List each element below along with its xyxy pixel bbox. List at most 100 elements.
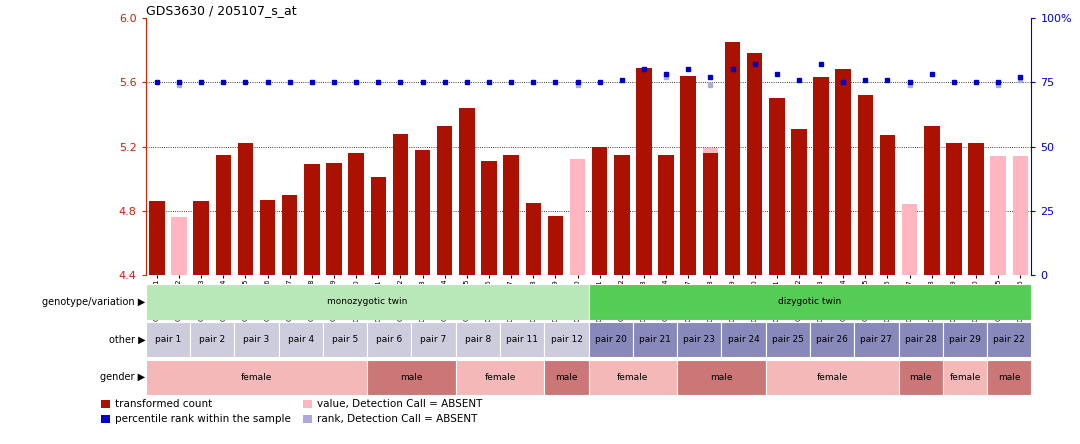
- Bar: [633, 322, 677, 357]
- Bar: [659, 155, 674, 275]
- Bar: [747, 53, 762, 275]
- Text: pair 21: pair 21: [639, 335, 671, 344]
- Bar: [677, 322, 721, 357]
- Bar: [146, 322, 190, 357]
- Bar: [813, 77, 828, 275]
- Bar: [544, 322, 589, 357]
- Text: pair 29: pair 29: [949, 335, 981, 344]
- Bar: [615, 155, 630, 275]
- Bar: [721, 322, 766, 357]
- Bar: [987, 360, 1031, 395]
- Bar: [367, 360, 456, 395]
- Bar: [943, 360, 987, 395]
- Bar: [238, 143, 253, 275]
- Bar: [902, 205, 917, 275]
- Bar: [836, 69, 851, 275]
- Text: female: female: [949, 373, 981, 382]
- Bar: [766, 360, 899, 395]
- Text: pair 1: pair 1: [154, 335, 181, 344]
- Bar: [880, 135, 895, 275]
- Bar: [393, 134, 408, 275]
- Text: gender ▶: gender ▶: [100, 373, 146, 382]
- Bar: [370, 177, 386, 275]
- Text: GDS3630 / 205107_s_at: GDS3630 / 205107_s_at: [146, 4, 296, 16]
- Text: pair 7: pair 7: [420, 335, 447, 344]
- Bar: [725, 42, 740, 275]
- Text: pair 24: pair 24: [728, 335, 759, 344]
- Text: pair 6: pair 6: [376, 335, 403, 344]
- Bar: [810, 322, 854, 357]
- Bar: [544, 360, 589, 395]
- Bar: [456, 322, 500, 357]
- Bar: [589, 322, 633, 357]
- Text: pair 28: pair 28: [905, 335, 936, 344]
- Text: female: female: [241, 373, 272, 382]
- Bar: [216, 155, 231, 275]
- Bar: [146, 360, 367, 395]
- Bar: [500, 322, 544, 357]
- Bar: [858, 95, 873, 275]
- Bar: [589, 360, 677, 395]
- Bar: [459, 108, 474, 275]
- Bar: [411, 322, 456, 357]
- Bar: [548, 216, 563, 275]
- Text: male: male: [909, 373, 932, 382]
- Bar: [1013, 156, 1028, 275]
- Bar: [282, 195, 297, 275]
- Text: other ▶: other ▶: [109, 335, 146, 345]
- Bar: [769, 98, 784, 275]
- Text: pair 4: pair 4: [287, 335, 314, 344]
- Bar: [172, 218, 187, 275]
- Bar: [680, 76, 696, 275]
- Bar: [326, 163, 341, 275]
- Bar: [279, 322, 323, 357]
- Text: male: male: [998, 373, 1021, 382]
- Bar: [659, 164, 674, 275]
- Bar: [677, 360, 766, 395]
- Text: dizygotic twin: dizygotic twin: [779, 297, 841, 306]
- Bar: [482, 161, 497, 275]
- Text: pair 25: pair 25: [772, 335, 804, 344]
- Text: male: male: [555, 373, 578, 382]
- Text: genotype/variation ▶: genotype/variation ▶: [42, 297, 146, 307]
- Text: pair 12: pair 12: [551, 335, 582, 344]
- Bar: [987, 322, 1031, 357]
- Text: pair 2: pair 2: [199, 335, 226, 344]
- Bar: [437, 126, 453, 275]
- Bar: [766, 322, 810, 357]
- Bar: [305, 164, 320, 275]
- Bar: [792, 129, 807, 275]
- Bar: [367, 322, 411, 357]
- Text: pair 3: pair 3: [243, 335, 270, 344]
- Text: female: female: [617, 373, 649, 382]
- Bar: [570, 159, 585, 275]
- Bar: [323, 322, 367, 357]
- Bar: [899, 322, 943, 357]
- Bar: [260, 200, 275, 275]
- Bar: [924, 126, 940, 275]
- Bar: [943, 322, 987, 357]
- Bar: [592, 147, 607, 275]
- Text: pair 22: pair 22: [994, 335, 1025, 344]
- Text: male: male: [401, 373, 422, 382]
- Bar: [193, 201, 208, 275]
- Text: female: female: [816, 373, 848, 382]
- Bar: [190, 322, 234, 357]
- Bar: [946, 143, 961, 275]
- Text: male: male: [711, 373, 732, 382]
- Bar: [349, 153, 364, 275]
- Bar: [149, 201, 164, 275]
- Text: monozygotic twin: monozygotic twin: [327, 297, 407, 306]
- Bar: [415, 150, 430, 275]
- Bar: [899, 360, 943, 395]
- Text: pair 23: pair 23: [684, 335, 715, 344]
- Bar: [990, 156, 1005, 275]
- Bar: [503, 155, 518, 275]
- Bar: [703, 153, 718, 275]
- Bar: [526, 203, 541, 275]
- Bar: [146, 284, 589, 320]
- Text: pair 20: pair 20: [595, 335, 626, 344]
- Bar: [456, 360, 544, 395]
- Legend: transformed count, percentile rank within the sample, value, Detection Call = AB: transformed count, percentile rank withi…: [97, 395, 486, 428]
- Text: female: female: [484, 373, 516, 382]
